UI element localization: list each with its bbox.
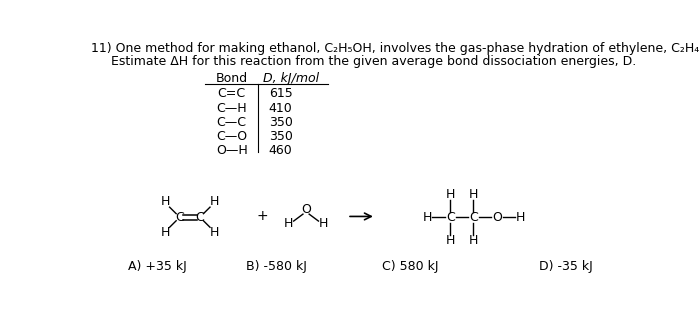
Text: +: + [256, 209, 267, 223]
Text: O: O [492, 211, 502, 224]
Text: Estimate ΔH for this reaction from the given average bond dissociation energies,: Estimate ΔH for this reaction from the g… [92, 55, 636, 68]
Text: H: H [469, 188, 478, 201]
Text: D, kJ/mol: D, kJ/mol [262, 72, 318, 85]
Text: H: H [210, 226, 219, 239]
Text: H: H [160, 226, 169, 239]
Text: 615: 615 [269, 88, 293, 100]
Text: A) +35 kJ: A) +35 kJ [128, 260, 186, 273]
Text: C: C [469, 211, 478, 224]
Text: H: H [284, 217, 293, 230]
Text: H: H [445, 234, 455, 247]
Text: C: C [195, 211, 204, 224]
Text: 410: 410 [269, 102, 293, 115]
Text: B) -580 kJ: B) -580 kJ [246, 260, 307, 273]
Text: H: H [210, 195, 219, 208]
Text: H: H [469, 234, 478, 247]
Text: H: H [160, 195, 169, 208]
Text: H: H [445, 188, 455, 201]
Text: C—O: C—O [216, 130, 247, 143]
Text: D) -35 kJ: D) -35 kJ [538, 260, 592, 273]
Text: C—C: C—C [217, 116, 246, 129]
Text: Bond: Bond [216, 72, 248, 85]
Text: O—H: O—H [216, 145, 248, 158]
Text: O: O [301, 203, 311, 216]
Text: C: C [175, 211, 184, 224]
Text: 11) One method for making ethanol, C₂H₅OH, involves the gas-phase hydration of e: 11) One method for making ethanol, C₂H₅O… [92, 42, 700, 54]
Text: H: H [422, 211, 432, 224]
Text: 350: 350 [269, 130, 293, 143]
Text: C—H: C—H [216, 102, 247, 115]
Text: H: H [515, 211, 524, 224]
Text: C=C: C=C [218, 88, 246, 100]
Text: H: H [319, 217, 328, 230]
Text: 350: 350 [269, 116, 293, 129]
Text: C) 580 kJ: C) 580 kJ [382, 260, 438, 273]
Text: C: C [446, 211, 454, 224]
Text: 460: 460 [269, 145, 293, 158]
